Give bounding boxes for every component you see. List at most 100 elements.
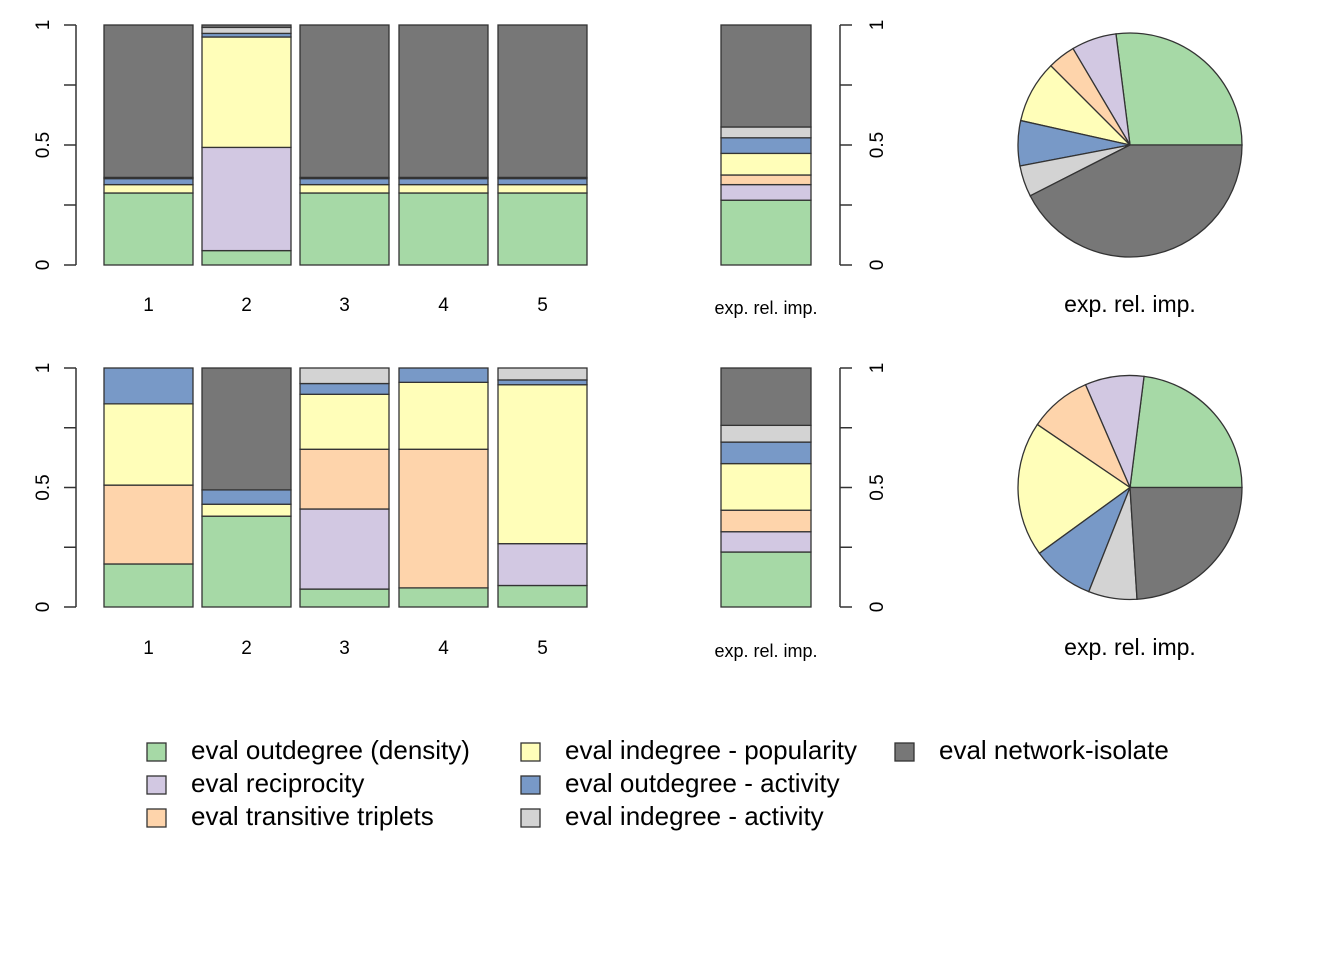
bar-2 [201, 367, 292, 608]
bar-segment-4 [497, 183, 588, 194]
bar-segment-5 [497, 379, 588, 386]
bar-segment-1 [398, 587, 489, 608]
bar-segment-1 [720, 551, 812, 608]
legend-item: eval indegree - activity [520, 801, 824, 831]
bar-segment-7 [398, 24, 489, 179]
legend-swatch [146, 775, 167, 795]
legend-label: eval outdegree (density) [191, 735, 470, 765]
x-tick-label: 4 [438, 295, 449, 316]
bar-segment-5 [103, 367, 194, 405]
bar-segment-1 [201, 249, 292, 266]
pie-slice-7 [1129, 486, 1243, 600]
x-tick-label: 5 [537, 295, 548, 316]
bar-segment-1 [299, 192, 390, 266]
legend-item: eval network-isolate [894, 735, 1169, 765]
bar-1 [103, 367, 194, 608]
y-tick-label: 1 [867, 363, 888, 374]
bar-segment-6 [720, 424, 812, 443]
bar-segment-4 [720, 462, 812, 511]
bar-segment-2 [299, 508, 390, 590]
legend-swatch [894, 742, 915, 762]
legend-item: eval indegree - popularity [520, 735, 857, 765]
legend-label: eval indegree - activity [565, 801, 824, 831]
bar-segment-4 [299, 183, 390, 194]
bar-segment-7 [103, 24, 194, 179]
y-tick-label: 1 [867, 20, 888, 31]
bar-segment-5 [720, 137, 812, 155]
bar-segment-1 [201, 515, 292, 608]
expected-pie [1017, 32, 1243, 258]
bar-segment-3 [720, 174, 812, 186]
legend-item: eval outdegree (density) [146, 735, 470, 765]
bar-segment-5 [103, 177, 194, 186]
y-tick-label: 0.5 [33, 474, 54, 500]
legend-label: eval network-isolate [939, 735, 1169, 765]
x-tick-label: 5 [537, 638, 548, 659]
right-y-axis: 00.51 [839, 363, 888, 613]
x-tick-label: 2 [241, 295, 252, 316]
legend-swatch [520, 808, 541, 828]
expected-bar-label: exp. rel. imp. [714, 298, 817, 318]
expected-pie [1017, 374, 1243, 601]
bar-segment-6 [201, 26, 292, 35]
stacked-bars: 1 2 3 4 5 [103, 367, 588, 659]
bar-segment-1 [299, 588, 390, 608]
bar-segment-7 [720, 367, 812, 427]
y-tick-label: 0 [33, 260, 54, 271]
bar-1 [103, 24, 194, 266]
bar-segment-4 [103, 403, 194, 486]
y-tick-label: 0 [867, 602, 888, 613]
bar-5 [497, 24, 588, 266]
bar-segment-5 [720, 441, 812, 465]
y-tick-label: 0 [867, 260, 888, 271]
legend-label: eval outdegree - activity [565, 768, 840, 798]
legend-item: eval transitive triplets [146, 801, 434, 831]
bar-segment-2 [497, 543, 588, 587]
bar-segment-2 [720, 531, 812, 553]
bar-segment-1 [497, 192, 588, 266]
pie-label: exp. rel. imp. [1064, 291, 1196, 317]
bar-segment-7 [201, 367, 292, 491]
bar-segment-5 [201, 489, 292, 505]
bar-4 [398, 24, 489, 266]
bar-segment-1 [497, 584, 588, 608]
pie-slice-7 [1029, 144, 1243, 258]
bar-segment-2 [201, 146, 292, 252]
bar-segment-1 [720, 199, 812, 266]
bar-segment-5 [299, 177, 390, 186]
bar-segment-6 [720, 126, 812, 139]
legend-swatch [520, 742, 541, 762]
bar-segment-7 [299, 24, 390, 179]
legend-swatch [146, 808, 167, 828]
x-tick-label: 1 [143, 295, 154, 316]
legend: eval outdegree (density)eval reciprocity… [146, 735, 1169, 831]
y-tick-label: 0.5 [33, 132, 54, 158]
expected-bar-label: exp. rel. imp. [714, 641, 817, 661]
bar-segment-4 [201, 503, 292, 517]
left-y-axis: 00.51 [33, 363, 77, 613]
legend-swatch [146, 742, 167, 762]
bar-3 [299, 367, 390, 608]
bar-segment-3 [398, 448, 489, 589]
bar-segment-6 [497, 367, 588, 381]
bar-segment-1 [398, 192, 489, 266]
x-tick-label: 3 [339, 638, 350, 659]
pie-slice-1 [1129, 375, 1243, 489]
bar-segment-4 [103, 183, 194, 194]
bar-segment-1 [103, 192, 194, 266]
expected-bar [720, 367, 812, 608]
bar-segment-3 [720, 509, 812, 533]
bar-segment-4 [720, 152, 812, 176]
y-tick-label: 0 [33, 602, 54, 613]
y-tick-label: 1 [33, 363, 54, 374]
right-y-axis: 00.51 [839, 20, 888, 271]
bar-segment-3 [299, 448, 390, 510]
left-y-axis: 00.51 [33, 20, 77, 271]
legend-item: eval reciprocity [146, 768, 364, 798]
bar-segment-4 [398, 183, 489, 194]
legend-label: eval reciprocity [191, 768, 364, 798]
stacked-bars: 1 2 3 4 5 [103, 24, 588, 316]
